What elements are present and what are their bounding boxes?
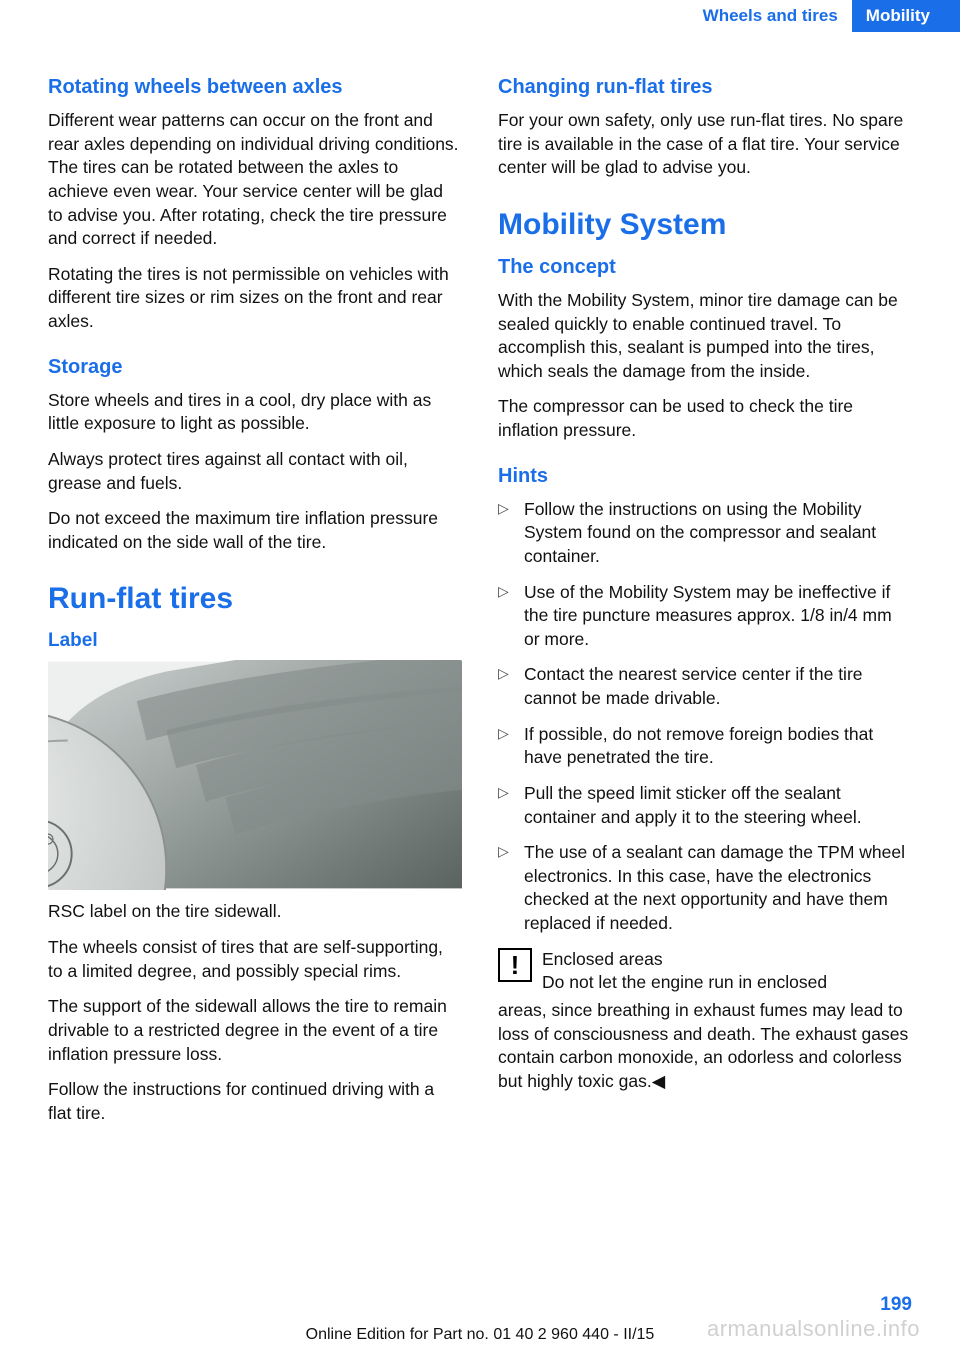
para: For your own safety, only use run-flat t… [498, 109, 912, 180]
warning-icon: ! [498, 948, 532, 982]
para: Store wheels and tires in a cool, dry pl… [48, 389, 462, 436]
heading-rotating: Rotating wheels between axles [48, 76, 462, 99]
para: With the Mobility System, minor tire dam… [498, 289, 912, 384]
list-item: Contact the nearest service center if th… [498, 663, 912, 710]
heading-mobility-system: Mobility System [498, 208, 912, 242]
list-item: If possible, do not remove foreign bodie… [498, 723, 912, 770]
warning-title: Enclosed areas [542, 948, 827, 972]
para: RSC label on the tire sidewall. [48, 900, 462, 924]
heading-runflat: Run-flat tires [48, 582, 462, 616]
warning-block: ! Enclosed areas Do not let the engine r… [498, 948, 912, 995]
hints-list: Follow the instructions on using the Mob… [498, 498, 912, 936]
header-chapter: Mobility [852, 0, 960, 32]
warning-lead: Do not let the engine run in enclosed [542, 971, 827, 995]
header-section: Wheels and tires [689, 0, 852, 32]
page-number: 199 [880, 1294, 912, 1316]
content-area: Rotating wheels between axles Different … [48, 76, 912, 1137]
para: Rotating the tires is not permissible on… [48, 263, 462, 334]
para: Different wear patterns can occur on the… [48, 109, 462, 251]
para: Do not exceed the maximum tire inflation… [48, 507, 462, 554]
heading-concept: The concept [498, 256, 912, 279]
warning-rest: areas, since breathing in exhaust fumes … [498, 999, 912, 1094]
list-item: Use of the Mobility System may be ineffe… [498, 581, 912, 652]
svg-text:!: ! [511, 950, 520, 980]
list-item: Follow the instructions on using the Mob… [498, 498, 912, 569]
right-column: Changing run-flat tires For your own saf… [498, 76, 912, 1137]
tire-image [48, 660, 462, 890]
list-item: The use of a sealant can damage the TPM … [498, 841, 912, 936]
heading-hints: Hints [498, 465, 912, 488]
heading-changing: Changing run-flat tires [498, 76, 912, 99]
heading-label: Label [48, 630, 462, 652]
para: Follow the instructions for continued dr… [48, 1078, 462, 1125]
list-item: Pull the speed limit sticker off the sea… [498, 782, 912, 829]
left-column: Rotating wheels between axles Different … [48, 76, 462, 1137]
heading-storage: Storage [48, 356, 462, 379]
para: The wheels consist of tires that are sel… [48, 936, 462, 983]
watermark: armanualsonline.info [707, 1316, 920, 1342]
para: The compressor can be used to check the … [498, 395, 912, 442]
para: Always protect tires against all contact… [48, 448, 462, 495]
page-header: Wheels and tires Mobility [689, 0, 960, 32]
para: The support of the sidewall allows the t… [48, 995, 462, 1066]
